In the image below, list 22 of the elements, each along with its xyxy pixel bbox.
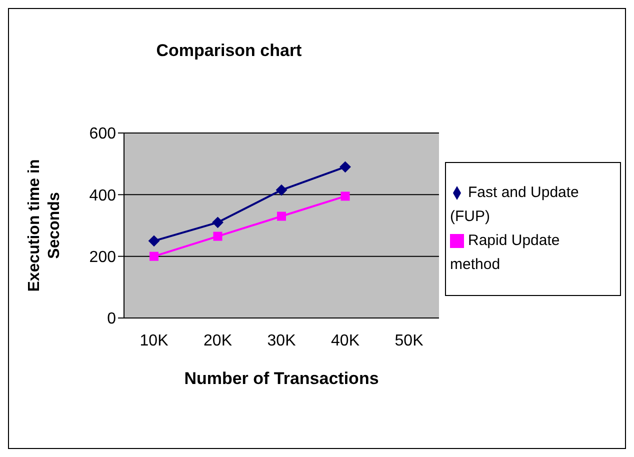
legend-label: Fast and Update (FUP) xyxy=(450,184,579,224)
point xyxy=(340,161,351,172)
point xyxy=(340,192,350,201)
point xyxy=(148,235,160,246)
y-tick-label: 200 xyxy=(89,249,116,266)
x-tick-label: 50K xyxy=(394,332,424,350)
x-tick-label: 40K xyxy=(331,332,360,350)
y-tick-label: 0 xyxy=(107,310,116,328)
point xyxy=(150,252,158,261)
x-tick-label: 20K xyxy=(204,332,232,350)
point xyxy=(212,216,224,228)
chart-title: Comparison chart xyxy=(155,41,303,61)
y-tick-label: 600 xyxy=(89,126,116,143)
point xyxy=(276,184,287,196)
legend-label: Rapid Update method xyxy=(450,232,560,272)
x-axis-title: Number of Transactions xyxy=(184,369,379,388)
y-tick-label: 400 xyxy=(89,187,116,204)
point xyxy=(213,232,222,241)
y-axis-title: Execution time in Seconds xyxy=(26,159,63,292)
x-tick-label: 10K xyxy=(140,332,169,350)
x-tick-label: 30K xyxy=(267,332,296,350)
point xyxy=(277,212,286,221)
